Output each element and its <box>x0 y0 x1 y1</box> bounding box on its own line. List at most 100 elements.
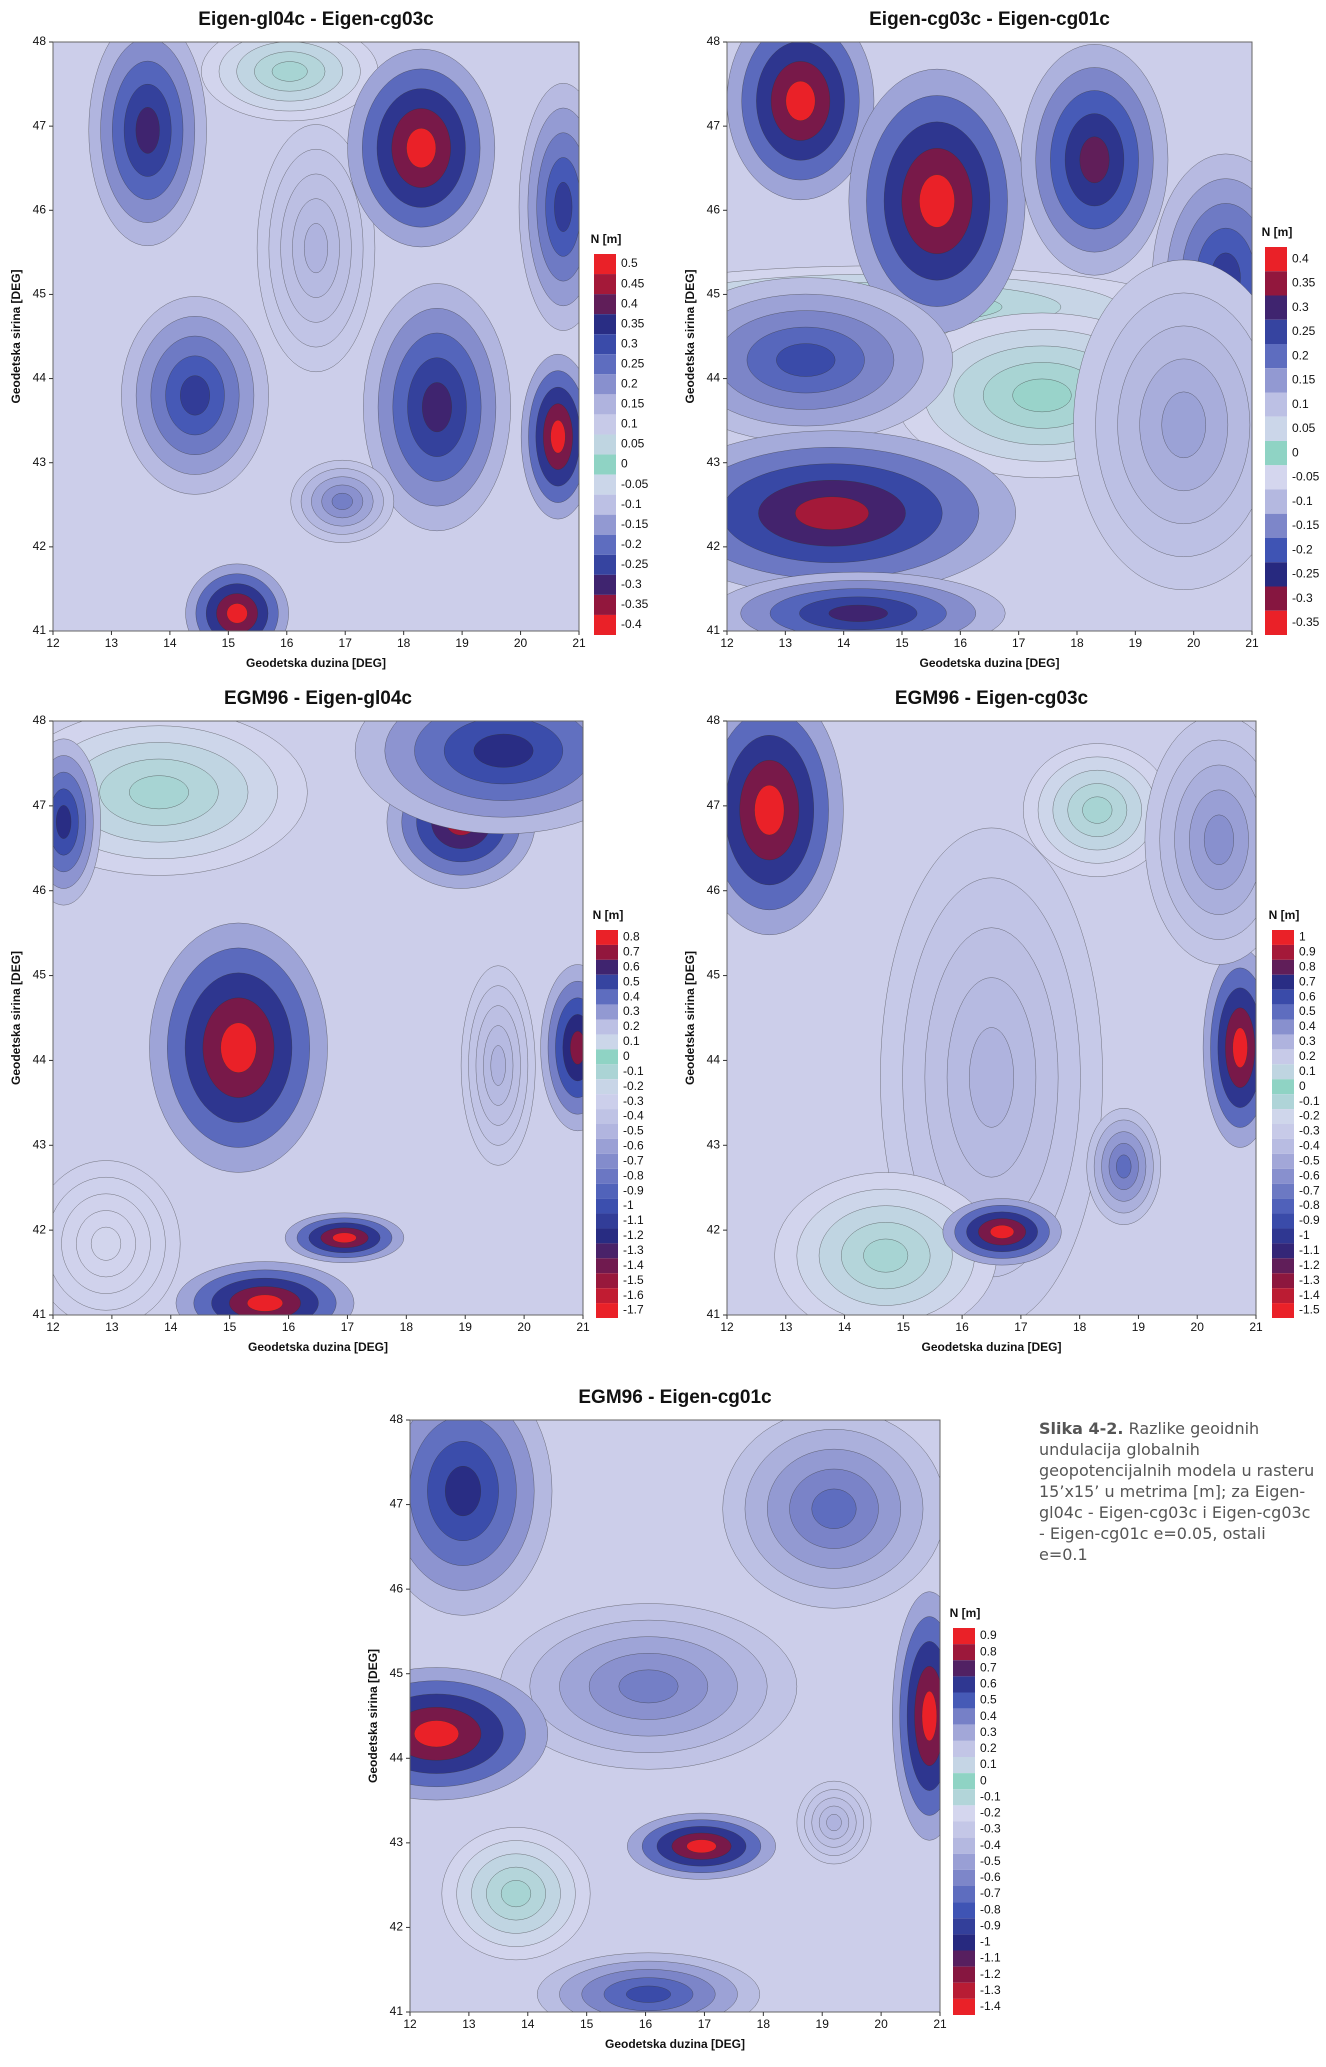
colorbar-cell <box>1272 1228 1294 1243</box>
colorbar-label: 0.5 <box>980 1693 997 1707</box>
colorbar-label: 0.15 <box>1292 373 1316 387</box>
y-tick-label: 46 <box>707 883 721 897</box>
colorbar-cell <box>953 1854 975 1870</box>
colorbar-cell <box>953 1773 975 1789</box>
contour-band <box>755 785 785 835</box>
colorbar-label: 0.4 <box>621 296 638 310</box>
caption-text: Razlike geoidnih undulacija globalnih ge… <box>1039 1419 1314 1564</box>
x-tick-label: 20 <box>517 1320 531 1334</box>
x-tick-label: 15 <box>895 636 909 650</box>
y-tick-label: 47 <box>707 798 721 812</box>
colorbar-label: -0.15 <box>621 517 649 531</box>
colorbar-cell <box>594 354 616 374</box>
y-tick-label: 43 <box>707 455 721 469</box>
x-tick-label: 18 <box>757 2017 771 2031</box>
colorbar-label: -0.35 <box>1292 615 1320 629</box>
colorbar-label: 0.8 <box>623 930 640 944</box>
x-tick-label: 18 <box>1070 636 1084 650</box>
contour-band <box>422 382 451 431</box>
contour-band <box>812 1489 857 1529</box>
y-tick-label: 42 <box>33 539 47 553</box>
colorbar-cell <box>1265 465 1287 489</box>
x-tick-label: 16 <box>280 636 294 650</box>
colorbar-cell <box>953 1725 975 1741</box>
colorbar-cell <box>594 555 616 575</box>
contour-band <box>180 376 209 416</box>
colorbar-label: 0.2 <box>623 1019 640 1033</box>
y-tick-label: 44 <box>707 371 721 385</box>
colorbar-label: -0.3 <box>1299 1124 1320 1138</box>
colorbar-title: N [m] <box>591 232 622 246</box>
colorbar-cell <box>594 274 616 294</box>
colorbar-label: -0.9 <box>1299 1213 1320 1227</box>
x-tick-label: 21 <box>1249 1320 1263 1334</box>
y-tick-label: 44 <box>707 1053 721 1067</box>
y-tick-label: 44 <box>390 1750 404 1764</box>
colorbar-label: 0.8 <box>980 1644 997 1658</box>
x-tick-label: 19 <box>1129 636 1143 650</box>
colorbar-title: N [m] <box>593 908 624 922</box>
colorbar-title: N [m] <box>950 1606 981 1620</box>
colorbar-cell <box>1265 538 1287 562</box>
contour-field <box>325 1367 966 2036</box>
colorbar-cell <box>1272 1273 1294 1288</box>
x-tick-label: 15 <box>580 2017 594 2031</box>
colorbar-label: -1.5 <box>623 1273 644 1287</box>
x-tick-label: 17 <box>339 636 353 650</box>
colorbar-label: 0.25 <box>1292 324 1316 338</box>
colorbar-label: 0.05 <box>621 437 645 451</box>
colorbar-label: 0.3 <box>1299 1034 1316 1048</box>
colorbar-label: 0 <box>623 1049 630 1063</box>
colorbar-cell <box>1272 960 1294 975</box>
colorbar-label: -0.8 <box>1299 1198 1320 1212</box>
colorbar-label: -0.4 <box>980 1838 1001 1852</box>
colorbar-cell <box>1272 990 1294 1005</box>
x-tick-label: 12 <box>403 2017 417 2031</box>
colorbar-cell <box>594 294 616 314</box>
colorbar-cell <box>596 1169 618 1184</box>
contour-band <box>554 182 572 231</box>
y-tick-label: 45 <box>33 287 47 301</box>
colorbar-label: 0.25 <box>621 356 645 370</box>
y-axis-label: Geodetska sirina [DEG] <box>9 951 23 1085</box>
x-tick-label: 14 <box>838 1320 852 1334</box>
colorbar-label: -1 <box>1299 1228 1310 1242</box>
colorbar-label: -0.4 <box>1299 1139 1320 1153</box>
colorbar-label: -0.15 <box>1292 518 1320 532</box>
colorbar-label: -0.6 <box>980 1870 1001 1884</box>
colorbar-label: -0.7 <box>1299 1183 1320 1197</box>
contour-band <box>619 1670 678 1703</box>
y-tick-label: 43 <box>707 1137 721 1151</box>
x-tick-label: 16 <box>955 1320 969 1334</box>
colorbar-cell <box>1272 1288 1294 1303</box>
colorbar-cell <box>1272 1020 1294 1035</box>
colorbar-label: 0.4 <box>623 989 640 1003</box>
colorbar-cell <box>594 595 616 615</box>
y-tick-label: 43 <box>390 1835 404 1849</box>
colorbar-cell <box>594 615 616 635</box>
x-tick-label: 12 <box>720 636 734 650</box>
colorbar-title: N [m] <box>1269 908 1300 922</box>
caption-label: Slika 4-2. <box>1039 1419 1123 1438</box>
colorbar-cell <box>594 575 616 595</box>
colorbar-cell <box>953 1757 975 1773</box>
colorbar-label: 0 <box>1292 445 1299 459</box>
y-tick-label: 41 <box>390 2004 404 2018</box>
x-tick-label: 15 <box>222 636 236 650</box>
contour-band <box>91 1227 121 1260</box>
contour-band <box>56 805 71 838</box>
y-tick-label: 44 <box>33 1053 47 1067</box>
x-axis-label: Geodetska duzina [DEG] <box>919 656 1059 670</box>
colorbar-cell <box>1265 271 1287 295</box>
contour-band <box>474 734 533 767</box>
colorbar-label: -0.1 <box>1299 1094 1320 1108</box>
x-axis-label: Geodetska duzina [DEG] <box>605 2037 745 2051</box>
colorbar-label: -0.3 <box>621 577 642 591</box>
y-tick-label: 45 <box>707 287 721 301</box>
colorbar-label: 0.8 <box>1299 959 1316 973</box>
contour-band <box>969 1028 1013 1128</box>
colorbar-label: -0.3 <box>1292 591 1313 605</box>
colorbar-cell <box>596 975 618 990</box>
colorbar-label: -0.9 <box>623 1183 644 1197</box>
colorbar-label: 0.1 <box>980 1757 997 1771</box>
